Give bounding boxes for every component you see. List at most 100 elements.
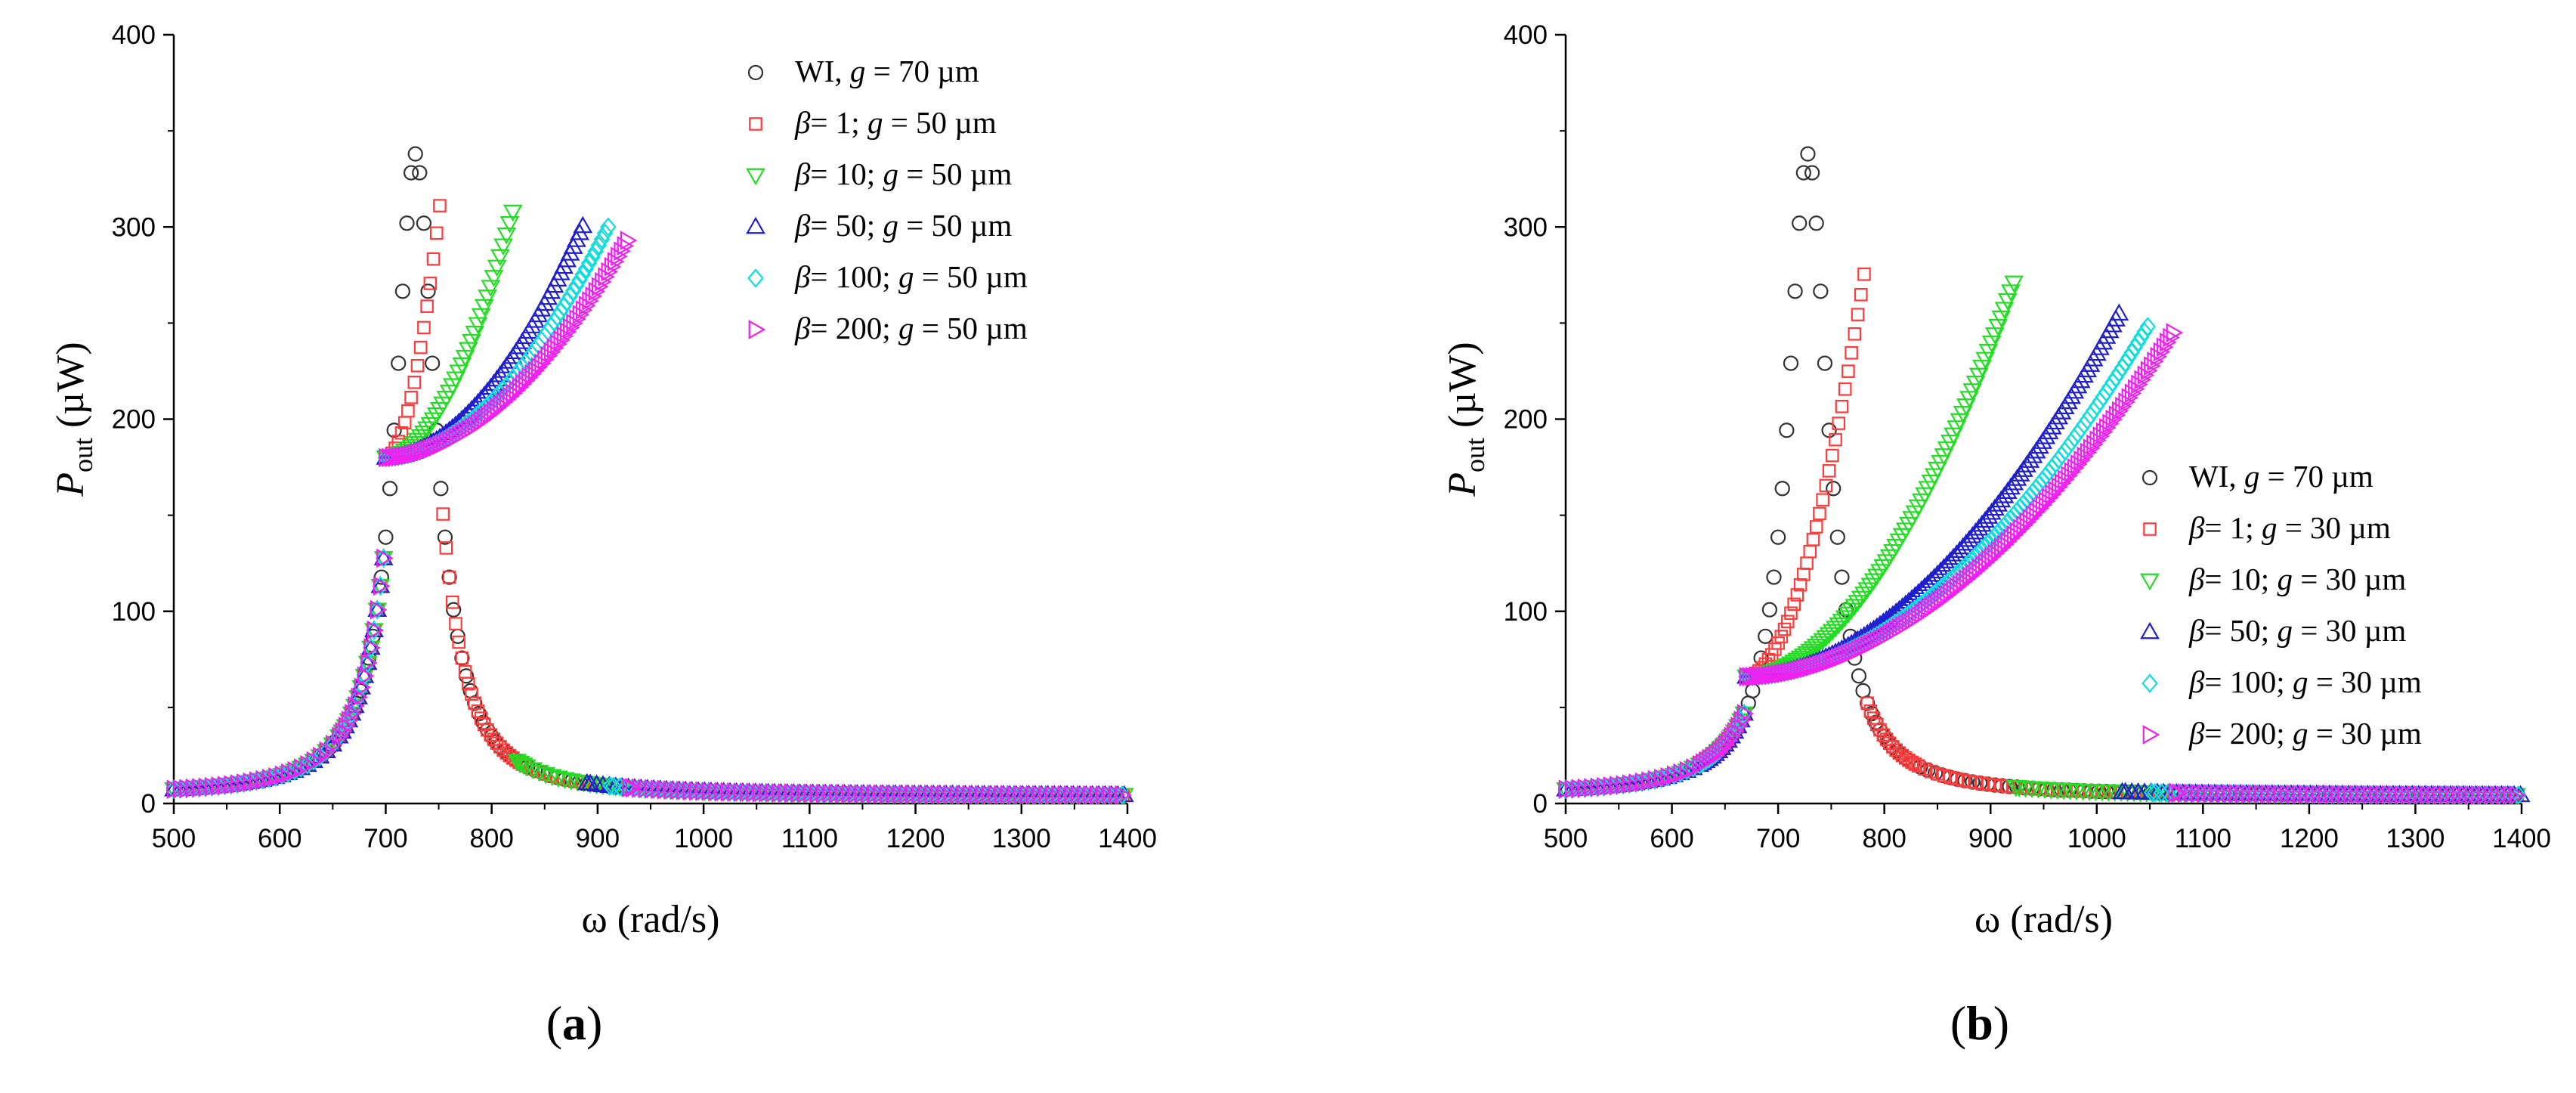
data-point	[2102, 413, 2120, 434]
data-point	[394, 283, 410, 299]
data-point	[994, 785, 1012, 805]
legend-label: β= 1; g = 50 µm	[794, 105, 997, 140]
legend-marker	[2140, 573, 2160, 591]
data-point	[1758, 666, 1776, 686]
data-point	[568, 276, 585, 296]
data-point	[1102, 785, 1120, 805]
data-point	[433, 199, 447, 212]
data-point	[348, 696, 365, 716]
data-point	[536, 766, 556, 785]
data-point	[2022, 509, 2040, 528]
data-point	[2032, 498, 2050, 519]
data-point	[701, 782, 719, 801]
data-point	[867, 784, 885, 804]
panel-a: 500 600 700 800 900 1000 1100 1200 1300 1400 0 100 2…	[49, 20, 1157, 1050]
data-point	[1096, 785, 1113, 805]
data-point	[394, 446, 412, 466]
data-point	[2305, 784, 2323, 804]
data-point	[803, 783, 821, 803]
x-tick-label: 800	[469, 824, 513, 853]
panel-b: 500 600 700 800 900 1000 1100 1200 1300 1400 0 100 2…	[1441, 20, 2551, 1050]
data-point	[506, 383, 523, 404]
data-point	[746, 782, 764, 803]
legend-label: WI, g = 70 µm	[2189, 459, 2373, 494]
data-point	[880, 784, 897, 804]
data-point	[521, 367, 539, 388]
data-point	[423, 277, 438, 290]
data-point	[373, 576, 391, 596]
data-point	[2105, 409, 2123, 429]
data-point	[2349, 785, 2367, 805]
data-point	[205, 776, 222, 797]
data-point	[1968, 561, 1986, 581]
data-point	[2280, 784, 2297, 804]
data-point	[2369, 785, 2386, 805]
data-point	[1800, 643, 1820, 661]
data-point	[1997, 534, 2015, 555]
y-axis-label: Pout (µW)	[1441, 342, 1490, 497]
data-point	[2128, 379, 2145, 399]
data-point	[1842, 364, 1855, 378]
data-point	[1000, 785, 1018, 805]
data-point	[1641, 771, 1659, 791]
data-point	[632, 778, 649, 798]
data-point	[1766, 569, 1782, 585]
data-point	[924, 785, 942, 804]
data-point	[1089, 785, 1107, 805]
data-point	[1628, 773, 1646, 793]
data-point	[2067, 458, 2085, 478]
y-tick-label: 200	[1504, 405, 1548, 435]
data-point	[1715, 738, 1732, 758]
data-point	[2438, 785, 2457, 805]
data-point	[1834, 569, 1850, 585]
data-point	[1826, 481, 1842, 497]
data-point	[364, 620, 384, 638]
data-point	[429, 226, 444, 240]
data-point	[391, 447, 409, 467]
data-point	[1057, 785, 1075, 805]
data-point	[1770, 529, 1786, 545]
data-point	[455, 651, 469, 665]
data-point	[524, 364, 543, 384]
data-point	[550, 334, 567, 355]
data-point	[2144, 356, 2161, 376]
data-point	[1019, 785, 1038, 805]
data-point	[512, 377, 530, 398]
y-tick-label: 100	[1504, 597, 1548, 627]
data-point	[2168, 783, 2186, 803]
data-point	[575, 300, 593, 320]
data-point	[2171, 783, 2189, 803]
data-point	[614, 241, 631, 262]
data-point	[1842, 602, 1861, 621]
data-point	[2234, 784, 2253, 804]
data-point	[2137, 365, 2155, 385]
data-point	[2061, 466, 2079, 486]
data-point	[617, 236, 635, 256]
data-point	[688, 781, 707, 801]
data-point	[1752, 666, 1770, 686]
data-point	[605, 776, 622, 796]
data-point	[1813, 633, 1833, 651]
data-point	[490, 249, 510, 267]
data-point	[1860, 696, 1874, 711]
data-point	[949, 785, 967, 805]
data-point	[1783, 662, 1801, 682]
data-point	[564, 281, 582, 301]
data-point	[1803, 544, 1817, 559]
data-point	[1860, 695, 1876, 711]
data-point	[534, 353, 552, 373]
data-point	[1712, 741, 1729, 761]
data-point	[911, 784, 929, 804]
data-point	[1755, 666, 1773, 686]
data-point	[2147, 782, 2163, 803]
data-point	[1800, 146, 1816, 162]
legend-marker	[2142, 469, 2158, 486]
data-point	[2019, 512, 2037, 532]
data-point	[1984, 546, 2002, 567]
data-point	[2003, 528, 2021, 548]
data-point	[509, 380, 527, 401]
data-point	[493, 238, 513, 256]
data-point	[478, 290, 497, 307]
data-point	[1804, 165, 1820, 181]
data-point	[442, 570, 456, 584]
